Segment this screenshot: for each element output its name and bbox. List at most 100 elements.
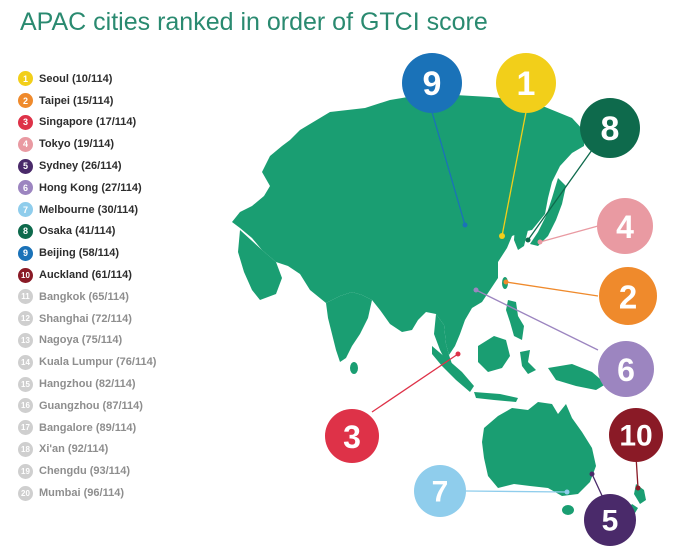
sulawesi-island <box>520 350 536 374</box>
rank-bubbles: 9 1 8 4 2 6 3 10 <box>325 53 663 546</box>
rank-bubble-auckland: 10 <box>609 408 663 462</box>
leader-line-taipei <box>505 281 599 297</box>
rank-badge: 16 <box>18 398 33 414</box>
city-ranking-legend: 1 Seoul (10/114) 2 Taipei (15/114) 3 Singapor… <box>18 68 156 504</box>
legend-item: 12 Shanghai (72/114) <box>18 308 156 330</box>
rank-bubble-number: 4 <box>616 209 634 245</box>
rank-bubble-number: 3 <box>343 419 361 455</box>
city-markers <box>455 222 641 495</box>
legend-label: Bangalore (89/114) <box>39 421 137 434</box>
philippines-islands <box>506 300 524 340</box>
page-title: APAC cities ranked in order of GTCI scor… <box>20 8 488 36</box>
rank-bubble-tokyo: 4 <box>597 198 653 254</box>
rank-bubble-taipei: 2 <box>599 267 657 325</box>
rank-badge: 14 <box>18 354 33 370</box>
legend-item: 13 Nagoya (75/114) <box>18 330 156 352</box>
rank-bubble-number: 8 <box>601 110 620 148</box>
city-marker-seoul <box>499 233 505 239</box>
legend-item: 8 Osaka (41/114) <box>18 221 156 243</box>
rank-bubble-number: 9 <box>423 65 442 103</box>
australia-landmass <box>482 402 596 496</box>
rank-badge: 9 <box>18 245 33 261</box>
legend-item: 5 Sydney (26/114) <box>18 155 156 177</box>
legend-item: 1 Seoul (10/114) <box>18 68 156 90</box>
rank-bubble-number: 7 <box>432 476 449 509</box>
city-marker-auckland <box>635 485 641 491</box>
rank-badge: 8 <box>18 223 33 239</box>
legend-item: 14 Kuala Lumpur (76/114) <box>18 351 156 373</box>
rank-bubble-number: 2 <box>619 279 637 316</box>
legend-item: 19 Chengdu (93/114) <box>18 460 156 482</box>
legend-label: Xi'an (92/114) <box>39 443 109 456</box>
rank-badge: 7 <box>18 202 33 218</box>
legend-label: Bangkok (65/114) <box>39 290 129 303</box>
legend-label: Hong Kong (27/114) <box>39 181 142 194</box>
rank-badge: 15 <box>18 376 33 392</box>
legend-item: 2 Taipei (15/114) <box>18 90 156 112</box>
arabia-landmass <box>238 230 282 300</box>
city-marker-taipei <box>503 279 509 285</box>
korea-peninsula <box>514 222 528 250</box>
legend-label: Sydney (26/114) <box>39 160 122 173</box>
city-marker-tokyo <box>537 239 543 245</box>
leader-line-singapore <box>371 353 459 413</box>
java-island <box>474 392 518 402</box>
city-marker-melbourne <box>564 489 570 495</box>
rank-badge: 10 <box>18 267 33 283</box>
rank-badge: 18 <box>18 441 33 457</box>
rank-bubble-seoul: 1 <box>496 53 556 113</box>
legend-label: Shanghai (72/114) <box>39 312 132 325</box>
rank-badge: 6 <box>18 180 33 196</box>
legend-item: 20 Mumbai (96/114) <box>18 482 156 504</box>
legend-item: 4 Tokyo (19/114) <box>18 133 156 155</box>
legend-label: Taipei (15/114) <box>39 94 114 107</box>
leader-line-melbourne <box>465 490 568 493</box>
leader-line-seoul <box>501 111 527 237</box>
legend-item: 11 Bangkok (65/114) <box>18 286 156 308</box>
rank-bubble-hong-kong: 6 <box>598 341 654 397</box>
rank-bubble-beijing: 9 <box>402 53 462 113</box>
rank-badge: 5 <box>18 158 33 174</box>
city-marker-osaka <box>525 237 531 243</box>
legend-item: 7 Melbourne (30/114) <box>18 199 156 221</box>
legend-label: Seoul (10/114) <box>39 72 113 85</box>
legend-label: Osaka (41/114) <box>39 225 116 238</box>
leader-line-tokyo <box>539 225 599 243</box>
rank-badge: 17 <box>18 420 33 436</box>
rank-bubble-osaka: 8 <box>580 98 640 158</box>
legend-label: Singapore (17/114) <box>39 116 137 129</box>
india-landmass <box>326 292 372 362</box>
city-marker-singapore <box>455 351 461 357</box>
rank-badge: 11 <box>18 289 33 305</box>
rank-badge: 20 <box>18 485 33 501</box>
rank-bubble-number: 6 <box>617 352 635 388</box>
legend-item: 17 Bangalore (89/114) <box>18 417 156 439</box>
sumatra-island <box>432 346 474 392</box>
tasmania-island <box>562 505 574 515</box>
rank-bubble-melbourne: 7 <box>414 465 466 517</box>
legend-label: Melbourne (30/114) <box>39 203 139 216</box>
leader-line-hong-kong <box>475 289 599 351</box>
legend-item: 9 Beijing (58/114) <box>18 242 156 264</box>
city-marker-beijing <box>462 222 468 228</box>
city-marker-sydney <box>589 471 595 477</box>
landmass <box>232 95 646 524</box>
legend-item: 15 Hangzhou (82/114) <box>18 373 156 395</box>
legend-label: Nagoya (75/114) <box>39 334 123 347</box>
legend-label: Hangzhou (82/114) <box>39 378 136 391</box>
leader-line-beijing <box>431 111 466 226</box>
rank-bubble-singapore: 3 <box>325 409 379 463</box>
legend-item: 6 Hong Kong (27/114) <box>18 177 156 199</box>
legend-item: 10 Auckland (61/114) <box>18 264 156 286</box>
rank-badge: 12 <box>18 311 33 327</box>
leader-lines <box>371 111 639 501</box>
legend-item: 3 Singapore (17/114) <box>18 112 156 134</box>
rank-bubble-number: 1 <box>517 65 536 103</box>
rank-badge: 1 <box>18 71 33 87</box>
rank-badge: 13 <box>18 332 33 348</box>
rank-bubble-sydney: 5 <box>584 494 636 546</box>
leader-line-osaka <box>527 149 593 241</box>
legend-item: 16 Guangzhou (87/114) <box>18 395 156 417</box>
legend-label: Auckland (61/114) <box>39 269 132 282</box>
